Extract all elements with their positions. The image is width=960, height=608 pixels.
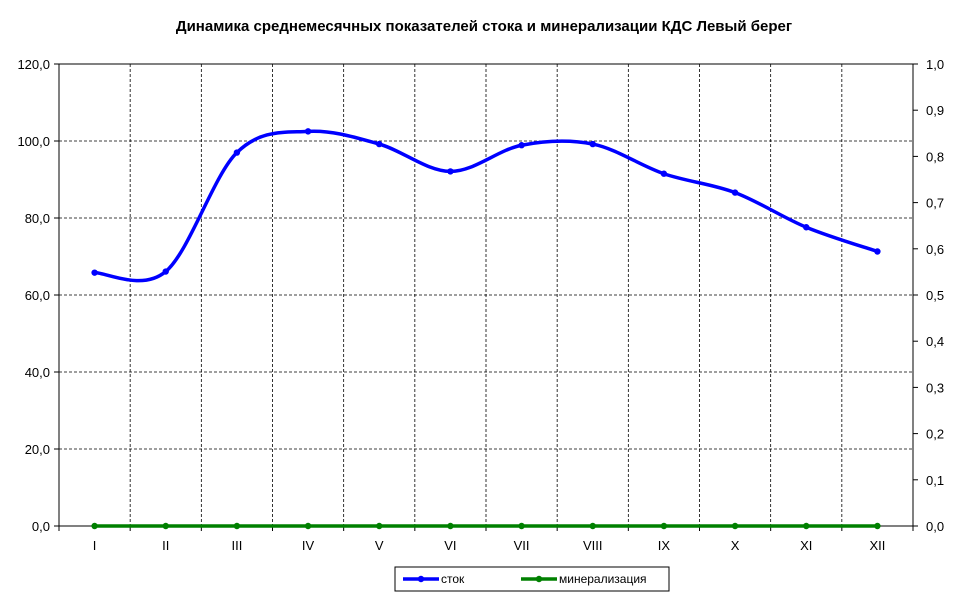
grid (58, 63, 914, 527)
data-point-runoff (304, 128, 312, 135)
data-point-runoff (803, 224, 810, 231)
left-axis-tick-label: 60,0 (25, 288, 50, 303)
left-axis-tick-label: 100,0 (17, 134, 50, 149)
data-point-runoff (162, 268, 169, 275)
data-point-mineralization (874, 522, 881, 530)
x-axis-tick-label: X (731, 538, 740, 553)
x-axis-tick-label: III (231, 538, 242, 553)
legend-label-mineralization: минерализация (559, 572, 647, 586)
right-axis-tick-label: 0,4 (926, 334, 944, 349)
x-axis-tick-label: XII (869, 538, 885, 553)
chart-title: Динамика среднемесячных показателей сток… (176, 18, 792, 35)
x-axis-tick-label: IV (302, 538, 315, 553)
data-point-mineralization (731, 522, 739, 530)
legend-marker-runoff (417, 575, 425, 583)
left-axis-tick-label: 80,0 (25, 211, 50, 226)
x-axis-tick-label: VII (514, 538, 530, 553)
right-axis-tick-label: 0,9 (926, 103, 944, 118)
data-point-mineralization (518, 522, 525, 530)
data-point-runoff (874, 248, 881, 255)
right-axis-tick-label: 0,2 (926, 427, 944, 442)
data-point-mineralization (233, 522, 241, 530)
left-axis-tick-label: 20,0 (25, 442, 50, 457)
data-point-mineralization (304, 522, 312, 530)
x-axis-tick-label: VIII (583, 538, 603, 553)
legend: сток минерализация (394, 566, 670, 592)
left-axis-tick-label: 40,0 (25, 365, 50, 380)
right-axis-tick-label: 0,6 (926, 242, 944, 257)
right-axis-tick-label: 0,1 (926, 473, 944, 488)
x-axis-tick-label: IX (658, 538, 671, 553)
series-layer (91, 128, 881, 530)
right-axis-tick-label: 0,8 (926, 149, 944, 164)
data-point-mineralization (162, 522, 169, 530)
data-point-runoff (376, 140, 383, 148)
axes: 0,0 20,0 40,0 60,0 80,0 100,0 120,0 0,0 0,1 0,2 0,… (17, 57, 944, 553)
data-point-mineralization (91, 522, 98, 530)
x-axis-tick-label: I (93, 538, 97, 553)
data-point-runoff (233, 149, 241, 156)
right-axis-tick-label: 0,3 (926, 380, 944, 395)
left-axis-tick-label: 120,0 (17, 57, 50, 72)
data-point-runoff (660, 170, 668, 177)
right-axis-tick-label: 0,7 (926, 196, 944, 211)
x-axis-tick-label: II (162, 538, 169, 553)
data-point-runoff (518, 142, 525, 149)
data-point-mineralization (376, 522, 383, 530)
right-axis-tick-label: 1,0 (926, 57, 944, 72)
right-axis-tick-label: 0,0 (926, 519, 944, 534)
legend-label-runoff: сток (441, 572, 465, 586)
data-point-mineralization (660, 522, 668, 530)
data-point-runoff (731, 189, 739, 196)
right-axis-tick-label: 0,5 (926, 288, 944, 303)
x-axis-tick-label: XI (800, 538, 812, 553)
legend-marker-mineralization (535, 575, 543, 583)
left-axis-tick-label: 0,0 (32, 519, 50, 534)
data-point-mineralization (589, 522, 596, 530)
x-axis-tick-label: VI (444, 538, 456, 553)
data-point-runoff (589, 140, 596, 148)
data-point-mineralization (447, 522, 454, 530)
data-point-runoff (91, 269, 98, 276)
x-axis-tick-label: V (375, 538, 384, 553)
data-point-runoff (447, 168, 454, 175)
data-point-mineralization (803, 522, 810, 530)
